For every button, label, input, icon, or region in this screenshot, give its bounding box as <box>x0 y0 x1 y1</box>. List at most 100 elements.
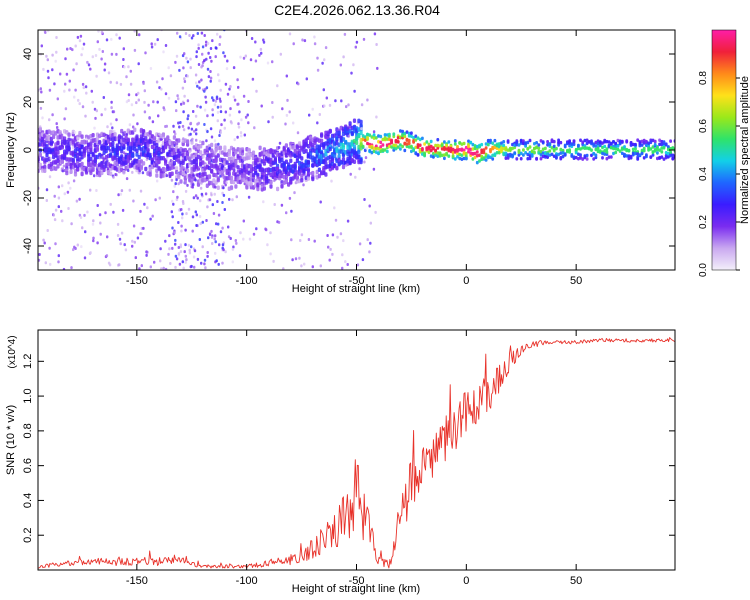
spectrogram-cell <box>453 142 457 146</box>
spectrogram-noise <box>181 260 184 264</box>
spectrogram-cell <box>421 147 424 151</box>
spectrogram-noise <box>144 51 147 55</box>
y-tick-label: 0.6 <box>22 458 34 473</box>
spectrogram-noise <box>221 201 224 204</box>
spectrogram-noise <box>118 237 122 241</box>
spectrogram-noise <box>205 40 208 44</box>
spectrogram-cell <box>385 149 389 154</box>
spectrogram-noise <box>121 208 125 212</box>
spectrogram-noise <box>244 54 247 58</box>
spectrogram-noise <box>235 241 238 245</box>
spectrogram-cell <box>660 146 664 150</box>
spectrogram-cell <box>207 160 212 165</box>
spectrogram-noise <box>52 213 55 217</box>
spectrogram-cell <box>605 147 609 151</box>
spectrogram-cell <box>566 141 569 146</box>
spectrogram-noise <box>327 245 330 249</box>
spectrogram-cell <box>495 144 499 148</box>
spectrogram-noise <box>65 72 69 76</box>
spectrogram-cell <box>443 145 446 150</box>
spectrogram-noise <box>194 210 197 214</box>
spectrogram-noise <box>186 74 189 78</box>
spectrogram-cell <box>383 148 387 152</box>
spectrogram-cell <box>82 153 86 158</box>
spectrogram-noise <box>59 72 62 76</box>
spectrogram-cell <box>566 149 569 154</box>
spectrogram-cell <box>458 156 462 161</box>
spectrogram-cell <box>546 143 549 147</box>
spectrogram-noise <box>189 265 192 269</box>
spectrogram-cell <box>155 163 159 168</box>
spectrogram-noise <box>153 260 156 264</box>
spectrogram-noise <box>231 247 235 251</box>
spectrogram-cell <box>563 153 567 157</box>
spectrogram-noise <box>41 116 44 120</box>
spectrogram-cell <box>76 167 80 172</box>
spectrogram-noise <box>212 212 216 215</box>
spectrogram-cell <box>484 146 488 150</box>
spectrogram-noise <box>57 185 60 189</box>
spectrogram-cell <box>284 143 288 148</box>
spectrogram-cell <box>491 146 495 151</box>
spectrogram-cell <box>146 142 150 148</box>
spectrogram-noise <box>175 109 178 113</box>
spectrogram-noise <box>101 50 104 53</box>
spectrogram-noise <box>82 86 85 90</box>
spectrogram-cell <box>394 143 398 148</box>
spectrogram-cell <box>109 171 113 176</box>
spectrogram-cell <box>432 155 435 159</box>
spectrogram-noise <box>271 115 274 119</box>
spectrogram-noise <box>226 92 230 96</box>
spectrogram-noise <box>192 183 195 187</box>
spectrogram-noise <box>215 259 218 263</box>
spectrogram-noise <box>220 123 223 127</box>
spectrogram-noise <box>154 198 157 202</box>
spectrogram-cell <box>645 139 648 144</box>
spectrogram-noise <box>132 199 135 203</box>
spectrogram-noise <box>93 107 97 111</box>
spectrogram-noise <box>164 239 167 243</box>
spectrogram-noise <box>165 124 168 128</box>
spectrogram-cell <box>471 152 475 156</box>
spectrogram-noise <box>111 126 114 130</box>
spectrogram-noise <box>290 209 293 213</box>
y-tick-label: -20 <box>22 190 34 206</box>
spectrogram-noise <box>368 204 371 208</box>
spectrogram-noise <box>243 133 246 137</box>
spectrogram-noise <box>188 251 192 255</box>
spectrogram-noise <box>197 63 201 66</box>
spectrogram-cell <box>363 138 367 142</box>
spectrogram-cell <box>467 139 470 143</box>
spectrogram-noise <box>187 207 191 211</box>
spectrogram-cell <box>352 159 357 164</box>
spectrogram-cell <box>458 141 462 145</box>
spectrogram-cell <box>423 151 426 155</box>
spectrogram-cell <box>89 147 93 152</box>
spectrogram-cell <box>352 144 357 149</box>
spectrogram-noise <box>174 182 177 186</box>
spectrogram-cell <box>361 137 365 141</box>
spectrogram-noise <box>142 82 145 85</box>
spectrogram-cell <box>616 147 620 152</box>
spectrogram-noise <box>363 198 366 201</box>
spectrogram-noise <box>375 115 378 119</box>
spectrogram-noise <box>75 199 79 203</box>
spectrogram-cell <box>570 142 574 146</box>
spectrogram-cell <box>656 145 659 150</box>
spectrogram-cell <box>306 168 310 174</box>
spectrogram-cell <box>623 152 626 157</box>
spectrogram-noise <box>135 93 138 97</box>
spectrogram-cell <box>508 154 512 158</box>
spectrogram-cell <box>381 148 385 153</box>
spectrogram-cell <box>519 157 523 161</box>
spectrogram-noise <box>344 260 347 264</box>
spectrogram-cell <box>341 157 346 162</box>
spectrogram-noise <box>79 34 83 38</box>
spectrogram-noise <box>269 252 272 256</box>
spectrogram-noise <box>358 167 361 171</box>
spectrogram-cell <box>177 174 181 180</box>
spectrogram-noise <box>151 214 154 218</box>
spectrogram-cell <box>649 140 653 145</box>
spectrogram-noise <box>91 222 95 226</box>
spectrogram-noise <box>176 195 179 199</box>
